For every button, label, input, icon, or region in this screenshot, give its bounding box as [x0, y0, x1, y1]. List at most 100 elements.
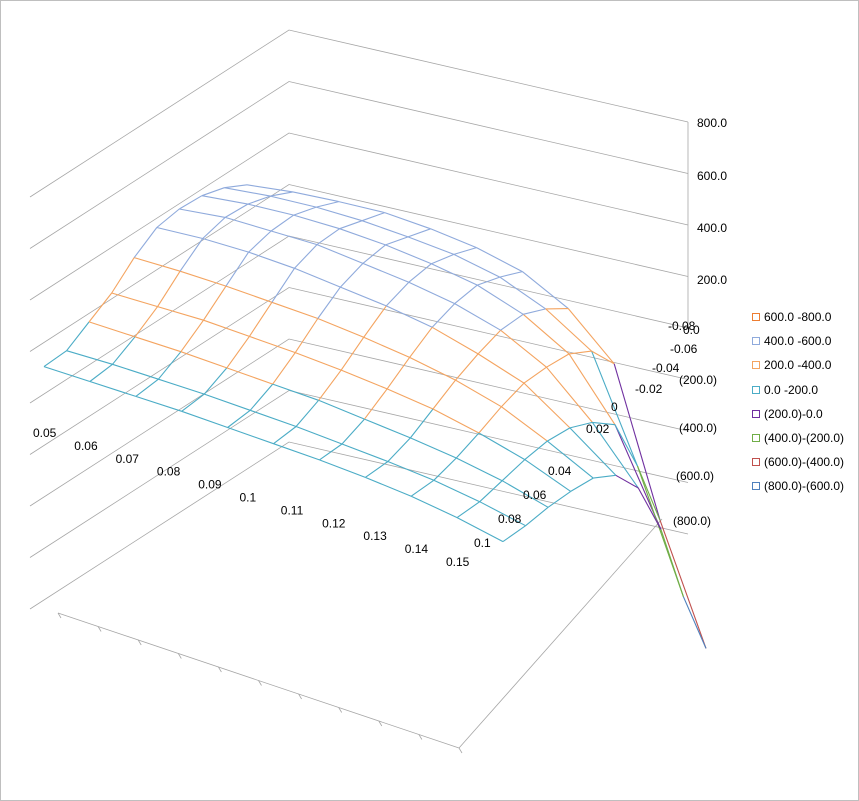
- surface-line-y: [453, 247, 477, 255]
- legend-swatch: [752, 458, 760, 467]
- floor-tick: [177, 653, 182, 659]
- surface-line-x: [318, 399, 365, 420]
- surface-line-x: [179, 208, 226, 218]
- surface-line-x: [430, 228, 477, 249]
- surface-line-x: [135, 395, 182, 412]
- wall-gridline: [29, 132, 689, 301]
- surface-line-x: [591, 350, 639, 467]
- chart-axes: 0.050.060.070.080.090.10.110.120.130.140…: [33, 116, 727, 569]
- floor-tick: [218, 666, 222, 673]
- x-tick-label: 0.13: [363, 529, 387, 543]
- surface-line-y: [525, 506, 549, 527]
- z-tick-label: 400.0: [697, 221, 727, 235]
- surface-line-x: [568, 353, 616, 425]
- surface-line-y: [179, 238, 204, 272]
- surface-line-y: [247, 195, 271, 205]
- x-tick-label: 0.12: [322, 516, 346, 530]
- floor-tick: [458, 747, 463, 754]
- legend-item: 200.0 -400.0: [752, 357, 844, 373]
- surface-line-x: [454, 303, 501, 331]
- surface-line-x: [158, 378, 205, 395]
- x-tick-label: 0.14: [405, 542, 429, 556]
- surface-line-y: [340, 336, 365, 371]
- surface-line-x: [410, 495, 458, 519]
- surface-line-x: [522, 271, 569, 310]
- surface-line-y: [248, 301, 273, 337]
- surface-line-x: [455, 379, 502, 408]
- surface-line-x: [407, 236, 455, 255]
- surface-line-x: [181, 410, 228, 429]
- surface-line-x: [112, 363, 159, 380]
- surface-line-y: [135, 378, 159, 397]
- surface-line-y: [500, 313, 524, 331]
- x-tick-label: 0.06: [74, 439, 98, 453]
- surface-line-y: [431, 303, 456, 328]
- surface-line-y: [523, 308, 546, 315]
- legend-item: 400.0 -600.0: [752, 333, 844, 349]
- surface-line-x: [226, 367, 273, 385]
- legend-label: 0.0 -200.0: [764, 382, 819, 397]
- surface-line-y: [501, 459, 526, 482]
- z-tick-label: (800.0): [673, 514, 711, 528]
- surface-line-y: [112, 336, 136, 365]
- surface-line-x: [340, 369, 388, 390]
- surface-line-x: [499, 276, 547, 310]
- z-tick-label: 800.0: [697, 116, 727, 130]
- legend-item: 0.0 -200.0: [752, 382, 844, 398]
- z-tick-label: 200.0: [697, 273, 727, 287]
- surface-line-y: [202, 216, 226, 239]
- surface-line-y: [636, 465, 661, 521]
- surface-line-y: [111, 257, 135, 294]
- surface-line-y: [294, 318, 319, 353]
- surface-line-y: [408, 263, 432, 283]
- y-tick-label: 0.06: [523, 488, 547, 502]
- floor-tick: [137, 639, 142, 646]
- surface-line-x: [111, 292, 158, 308]
- surface-line-y: [593, 474, 616, 479]
- wall-gridline: [29, 338, 689, 507]
- surface-line-y: [433, 457, 457, 481]
- surface-line-x: [500, 329, 547, 368]
- surface-line-x: [204, 393, 251, 411]
- surface-line-y: [502, 525, 526, 543]
- y-tick-label: -0.08: [668, 319, 696, 333]
- floor-tick: [57, 612, 62, 619]
- surface-line-y: [340, 263, 364, 288]
- surface-line-x: [156, 226, 203, 240]
- legend-item: (600.0)-(400.0): [752, 454, 844, 470]
- surface-line-x: [364, 418, 411, 439]
- z-tick-label: (400.0): [679, 421, 717, 435]
- x-tick-label: 0.15: [446, 555, 470, 569]
- surface-line-x: [247, 203, 294, 216]
- surface-line-y: [341, 418, 365, 445]
- surface-line-y: [479, 480, 503, 503]
- surface-line-y: [409, 408, 434, 439]
- chart-walls: [29, 29, 689, 754]
- surface-line-y: [318, 369, 342, 401]
- surface-line-y: [499, 271, 523, 278]
- surface-line-y: [89, 363, 113, 382]
- wall-gridline: [29, 184, 689, 352]
- surface-line-x: [410, 437, 457, 459]
- surface-line-x: [567, 308, 615, 365]
- surface-line-x: [522, 313, 570, 355]
- surface-line-x: [270, 230, 318, 246]
- surface-line-y: [226, 336, 250, 369]
- x-tick-label: 0.09: [198, 478, 222, 492]
- y-tick-label: -0.02: [635, 382, 663, 396]
- legend-label: 600.0 -800.0: [764, 310, 832, 324]
- surface-line-x: [249, 335, 296, 354]
- surface-line-x: [365, 476, 412, 497]
- surface-line-x: [431, 326, 479, 355]
- surface-line-y: [547, 490, 572, 508]
- surface-line-y: [203, 285, 227, 321]
- surface-line-y: [43, 350, 67, 368]
- surface-line-y: [385, 281, 410, 307]
- surface-line-y: [570, 477, 594, 492]
- surface-line-x: [361, 220, 409, 238]
- surface-line-y: [455, 432, 480, 459]
- surface-line-x: [386, 388, 434, 410]
- surface-line-x: [292, 191, 339, 203]
